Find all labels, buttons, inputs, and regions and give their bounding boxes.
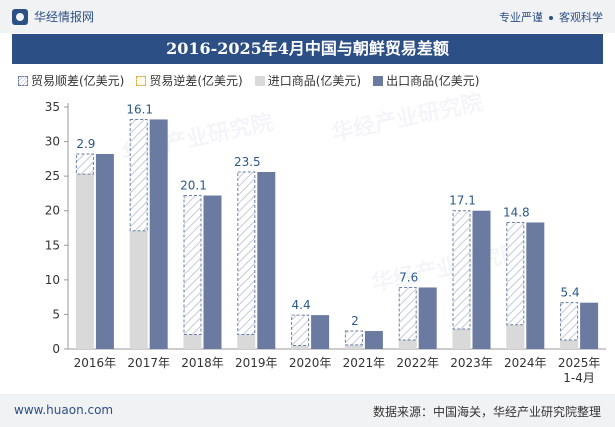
surplus-bar [183, 195, 202, 335]
export-bar [149, 119, 168, 350]
header-bar: 华经情报网 专业严谨 客观科学 [0, 0, 615, 33]
export-bar [311, 315, 330, 349]
legend-label-deficit: 贸易逆差(亿美元) [149, 74, 243, 88]
surplus-bar [291, 314, 310, 347]
x-tick-label: 2020年 [289, 356, 332, 370]
site-link[interactable]: www.huaon.com [14, 403, 114, 417]
export-bar [580, 302, 599, 349]
chart-legend: 贸易顺差(亿美元) 贸易逆差(亿美元) 进口商品(亿美元) 出口商品(亿美元) [18, 72, 480, 89]
brand[interactable]: 华经情报网 [12, 8, 94, 25]
data-label: 17.1 [449, 194, 476, 208]
legend-item-surplus: 贸易顺差(亿美元) [18, 72, 124, 89]
data-label: 5.4 [561, 286, 580, 300]
import-bar [398, 340, 417, 349]
x-tick-label: 2017年 [127, 356, 170, 370]
y-tick-label: 20 [45, 204, 60, 218]
surplus-bar [344, 330, 363, 346]
y-tick-label: 0 [52, 342, 60, 356]
y-tick-label: 5 [52, 307, 60, 321]
export-bar [257, 171, 276, 349]
import-bar [291, 345, 310, 349]
data-label: 16.1 [126, 102, 153, 116]
export-bar [418, 287, 437, 349]
x-tick-label: 1-4月 [563, 371, 595, 385]
x-tick-label: 2018年 [181, 356, 224, 370]
legend-item-deficit: 贸易逆差(亿美元) [136, 72, 243, 89]
surplus-bar [506, 221, 525, 326]
data-source: 数据来源：中国海关，华经产业研究院整理 [372, 405, 601, 419]
x-tick-label: 2021年 [343, 356, 386, 370]
tag-1: 专业严谨 [499, 11, 543, 24]
surplus-bar [237, 171, 256, 335]
x-tick-label: 2022年 [396, 356, 439, 370]
data-label: 2 [351, 314, 359, 328]
x-tick-label: 2019年 [235, 356, 278, 370]
legend-swatch-surplus [18, 75, 28, 86]
surplus-bar [452, 210, 471, 330]
surplus-bar [75, 153, 94, 175]
import-bar [237, 334, 256, 349]
legend-label-surplus: 贸易顺差(亿美元) [31, 74, 125, 88]
footer-bar: www.huaon.com 数据来源：中国海关，华经产业研究院整理 [0, 394, 615, 427]
legend-swatch-import [254, 75, 265, 86]
y-tick-label: 25 [45, 169, 60, 183]
surplus-bar [129, 118, 148, 232]
import-bar [560, 340, 579, 349]
x-tick-label: 2023年 [450, 356, 493, 370]
surplus-bar [398, 286, 417, 341]
export-bar [472, 210, 491, 349]
y-tick-label: 35 [45, 100, 60, 114]
y-tick-label: 30 [45, 135, 60, 149]
y-tick-label: 10 [45, 273, 60, 287]
brand-name: 华经情报网 [34, 10, 95, 24]
data-label: 20.1 [180, 179, 207, 193]
export-bar [95, 154, 114, 349]
data-label: 7.6 [399, 270, 418, 284]
legend-swatch-export [373, 75, 384, 86]
data-label: 14.8 [503, 205, 530, 219]
chart-title: 2016-2025年4月中国与朝鲜贸易差额 [12, 34, 603, 64]
data-label: 4.4 [292, 298, 311, 312]
dot-separator-icon [549, 16, 553, 20]
import-bar [344, 344, 363, 349]
tag-2: 客观科学 [559, 11, 603, 24]
legend-item-export: 出口商品(亿美元) [373, 72, 480, 89]
import-bar [183, 334, 202, 349]
legend-label-export: 出口商品(亿美元) [386, 74, 480, 88]
import-bar [452, 328, 471, 349]
export-bar [364, 331, 383, 349]
y-tick-label: 15 [45, 238, 60, 252]
data-label: 23.5 [234, 155, 261, 169]
surplus-bar [560, 302, 579, 341]
export-bar [526, 222, 545, 349]
export-bar [203, 195, 222, 349]
legend-item-import: 进口商品(亿美元) [254, 72, 362, 89]
data-label: 2.9 [76, 137, 95, 151]
x-tick-label: 2016年 [74, 356, 117, 370]
legend-label-import: 进口商品(亿美元) [267, 74, 362, 88]
legend-swatch-deficit [136, 75, 147, 86]
import-bar [129, 230, 148, 349]
import-bar [75, 174, 94, 349]
x-tick-label: 2024年 [504, 356, 547, 370]
brand-logo-icon [12, 8, 28, 25]
import-bar [506, 324, 525, 349]
header-tags: 专业严谨 客观科学 [499, 9, 603, 25]
x-tick-label: 2025年 [558, 356, 601, 370]
